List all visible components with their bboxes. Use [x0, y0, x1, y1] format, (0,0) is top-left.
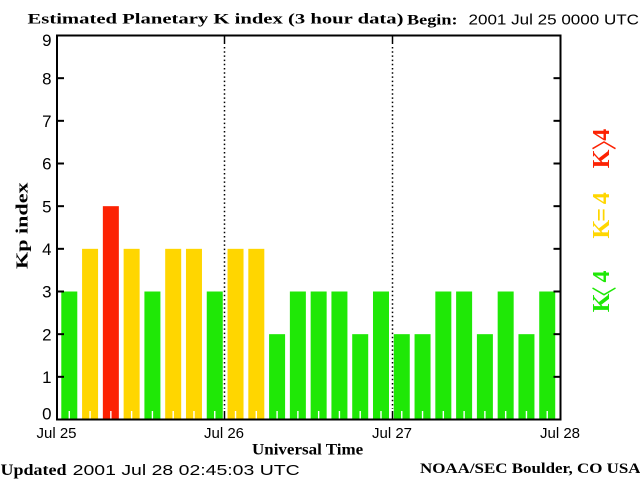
svg-text:7: 7 — [42, 112, 51, 131]
svg-text:Jul 25: Jul 25 — [36, 425, 76, 442]
svg-text:1: 1 — [42, 368, 51, 387]
svg-text:6: 6 — [42, 155, 51, 174]
svg-text:5: 5 — [42, 197, 51, 216]
svg-text:K: K — [589, 293, 615, 312]
svg-text:3: 3 — [42, 283, 51, 302]
svg-text:NOAA/SEC Boulder, CO USA: NOAA/SEC Boulder, CO USA — [420, 461, 640, 477]
svg-text:4: 4 — [589, 192, 615, 204]
svg-text:4: 4 — [42, 240, 51, 259]
svg-text:8: 8 — [42, 69, 51, 88]
svg-text:=: = — [589, 208, 615, 222]
svg-text:2001 Jul 25 0000 UTC: 2001 Jul 25 0000 UTC — [469, 12, 640, 29]
svg-text:0: 0 — [42, 405, 51, 424]
svg-text:Universal Time: Universal Time — [252, 442, 363, 459]
svg-text:K: K — [589, 220, 615, 239]
svg-text:Jul 27: Jul 27 — [372, 425, 412, 442]
svg-text:Begin:: Begin: — [407, 12, 458, 28]
svg-text:K: K — [589, 149, 615, 168]
svg-text:4: 4 — [589, 271, 615, 283]
svg-text:2001 Jul 28 02:45:03 UTC: 2001 Jul 28 02:45:03 UTC — [73, 462, 300, 479]
svg-text:Kp index: Kp index — [12, 182, 31, 269]
svg-text:Updated: Updated — [1, 462, 67, 479]
svg-text:Jul 28: Jul 28 — [540, 425, 580, 442]
svg-text:Estimated Planetary K index (3: Estimated Planetary K index (3 hour data… — [28, 11, 404, 27]
svg-text:4: 4 — [589, 129, 615, 141]
svg-text:9: 9 — [42, 31, 51, 50]
svg-text:2: 2 — [42, 325, 51, 344]
svg-text:Jul 26: Jul 26 — [204, 425, 244, 442]
